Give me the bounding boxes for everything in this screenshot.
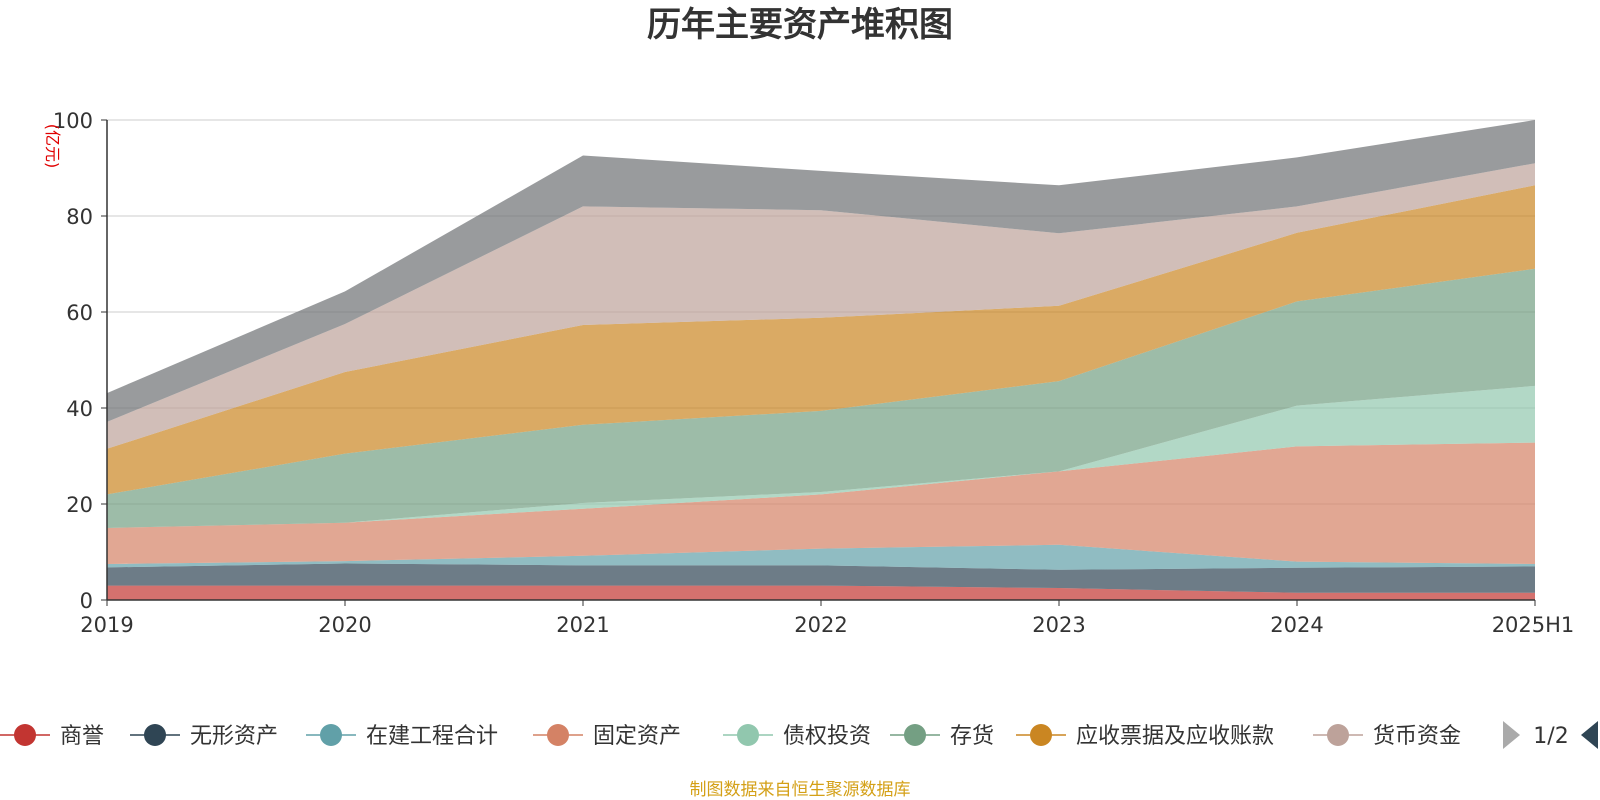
legend-label: 存货 [950,724,994,749]
x-tick-label: 2022 [794,613,847,637]
legend-item[interactable]: 商誉 [0,724,104,749]
legend-marker [320,724,342,746]
footer-source: 制图数据来自恒生聚源数据库 [690,780,911,800]
x-tick-label: 2024 [1270,613,1323,637]
y-tick-label: 100 [53,109,93,133]
area-series-6 [107,185,1535,495]
legend-item[interactable]: 债权投资 [723,724,871,749]
legend-label: 无形资产 [190,724,278,749]
legend-item[interactable]: 货币资金 [1313,724,1461,749]
legend-label: 应收票据及应收账款 [1076,724,1274,749]
y-tick-label: 0 [80,589,93,613]
legend-prev-icon[interactable] [1503,721,1520,749]
legend-marker [904,724,926,746]
legend-item[interactable]: 固定资产 [533,724,681,749]
area-series-2 [107,544,1535,570]
x-tick-label: 2021 [556,613,609,637]
legend: 商誉 无形资产 在建工程合计 固定资产 债权投资 存货 应收票据及应收账款 货币资金 1/2 [0,721,1598,749]
legend-label: 商誉 [60,724,104,749]
area-series-0 [107,585,1535,600]
x-tick-label: 2025H1 [1492,613,1575,637]
area-series-5 [107,268,1535,528]
legend-marker [737,724,759,746]
y-unit-label: (亿元) [43,124,62,169]
area-series-7 [107,163,1535,449]
legend-marker [1030,724,1052,746]
area-series-1 [107,563,1535,593]
area-series [107,120,1535,600]
legend-marker [144,724,166,746]
area-series-4 [107,385,1535,528]
legend-item[interactable]: 存货 [890,724,994,749]
legend-label: 货币资金 [1373,724,1461,749]
legend-marker [14,724,36,746]
area-series-8 [107,120,1535,422]
axes: 0 20 40 60 80 100 2019 2020 2021 2022 2023 2024 2025… [53,109,1574,637]
legend-label: 固定资产 [593,724,681,749]
legend-page-indicator: 1/2 [1533,724,1568,749]
legend-item[interactable]: 在建工程合计 [306,724,498,749]
y-tick-label: 20 [66,493,93,517]
legend-item[interactable]: 应收票据及应收账款 [1016,724,1274,749]
legend-marker [547,724,569,746]
x-tick-label: 2023 [1032,613,1085,637]
legend-marker [1327,724,1349,746]
x-tick-label: 2019 [80,613,133,637]
y-tick-label: 80 [66,205,93,229]
legend-next-icon[interactable] [1581,721,1598,749]
y-tick-label: 40 [66,397,93,421]
legend-label: 债权投资 [783,724,871,749]
x-tick-label: 2020 [318,613,371,637]
chart-title: 历年主要资产堆积图 [647,5,953,45]
area-series-3 [107,442,1535,564]
legend-label: 在建工程合计 [366,724,498,749]
legend-item[interactable]: 无形资产 [130,724,278,749]
y-tick-label: 60 [66,301,93,325]
